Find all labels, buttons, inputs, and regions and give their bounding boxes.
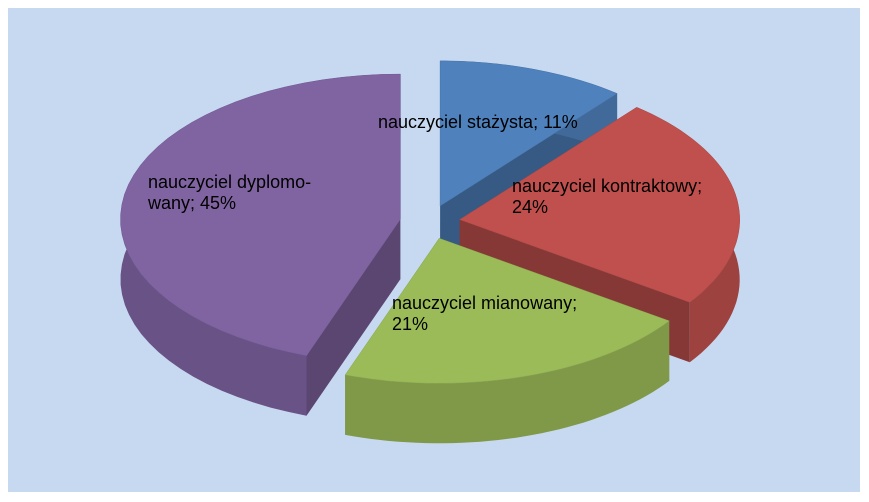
data-label: nauczyciel mianowany; 21% <box>392 293 578 334</box>
slice <box>459 107 740 303</box>
data-label: nauczyciel dyplomo- wany; 45% <box>148 172 312 213</box>
slice <box>120 73 401 356</box>
data-label: nauczyciel kontraktowy; 24% <box>512 176 703 217</box>
slice-wall <box>345 320 670 444</box>
slice-side <box>306 219 401 416</box>
slice <box>439 60 618 207</box>
data-label: nauczyciel stażysta; 11% <box>378 112 578 132</box>
slice <box>344 237 670 384</box>
